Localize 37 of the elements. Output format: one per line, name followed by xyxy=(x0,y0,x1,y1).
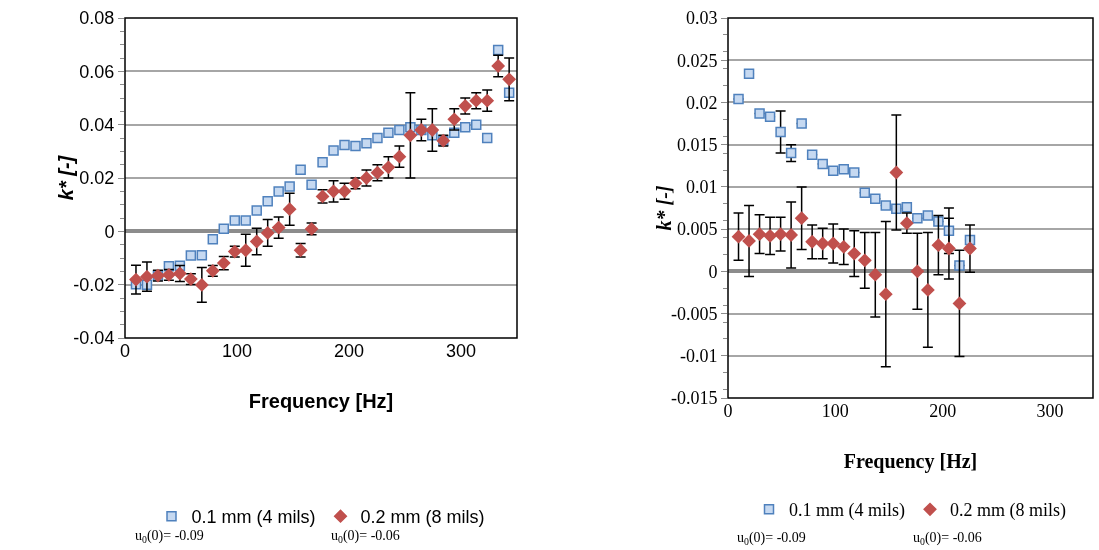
y-axis-title: k* [-] xyxy=(652,185,675,231)
legend-label: 0.2 mm (8 mils) xyxy=(950,500,1067,522)
x-tick-label: 0 xyxy=(723,401,733,421)
text: u$_{0}$(0)= -0.06 xyxy=(913,530,982,547)
x-axis-title: Frequency [Hz] xyxy=(248,390,394,412)
y-tick-label: 0.02 xyxy=(79,168,115,189)
y-tick-label: 0.02 xyxy=(685,92,718,113)
text: u$_{0}$(0)= -0.09 xyxy=(135,528,204,545)
y-tick-label: 0.015 xyxy=(676,134,718,155)
y-tick-label: 0 xyxy=(708,261,718,282)
y-tick-label: -0.02 xyxy=(73,274,115,295)
x-tick-label: 300 xyxy=(445,341,477,361)
text: u$_{0}$(0)= -0.09 xyxy=(737,530,806,547)
y-tick-label: -0.04 xyxy=(73,328,115,349)
y-tick-label: 0.03 xyxy=(685,8,718,29)
x-tick-label: 0 xyxy=(119,341,131,361)
text: u$_{0}$(0)= -0.06 xyxy=(331,528,400,545)
y-tick-label: 0 xyxy=(104,221,115,242)
y-tick-label: 0.06 xyxy=(79,61,115,82)
y-tick-label: 0.005 xyxy=(676,219,718,240)
x-tick-label: 100 xyxy=(821,401,849,421)
x-axis-title: Frequency [Hz] xyxy=(843,450,978,473)
y-tick-label: -0.01 xyxy=(679,346,718,367)
x-tick-label: 200 xyxy=(333,341,365,361)
y-tick-label: 0.04 xyxy=(79,114,115,135)
x-tick-label: 300 xyxy=(1036,401,1064,421)
x-tick-label: 100 xyxy=(221,341,253,361)
legend-label: 0.2 mm (8 mils) xyxy=(360,507,485,528)
y-tick-label: -0.005 xyxy=(670,303,718,324)
legend-label: 0.1 mm (4 mils) xyxy=(191,507,316,528)
y-tick-label: 0.08 xyxy=(79,8,115,29)
y-tick-label: 0.01 xyxy=(685,177,718,198)
y-tick-label: 0.025 xyxy=(676,50,718,71)
legend-label: 0.1 mm (4 mils) xyxy=(789,500,905,522)
y-tick-label: -0.015 xyxy=(670,388,718,409)
y-axis-title: k* [-] xyxy=(55,154,78,201)
x-tick-label: 200 xyxy=(929,401,957,421)
